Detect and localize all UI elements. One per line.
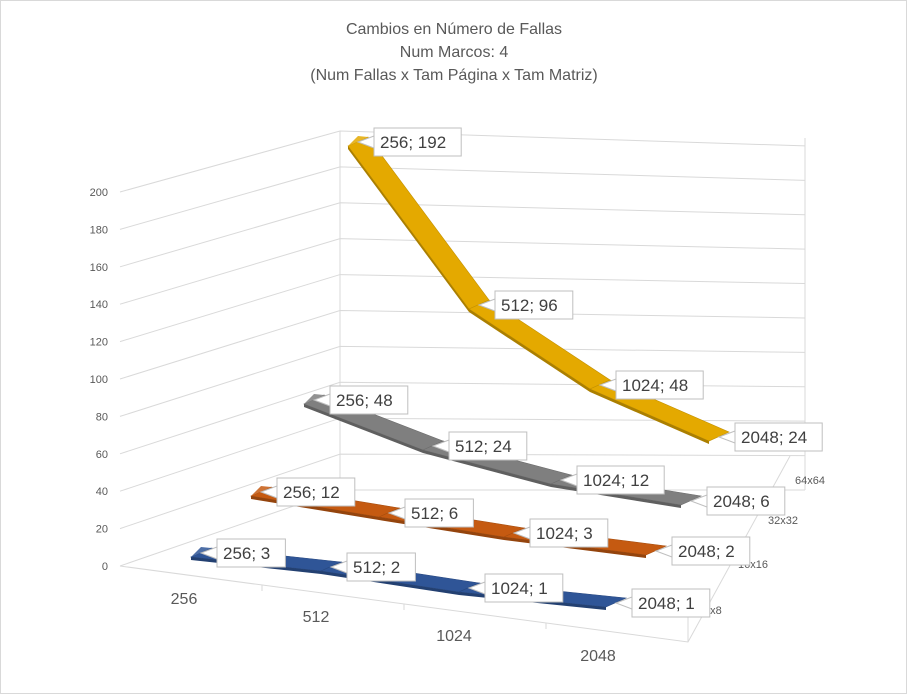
data-label-text: 1024; 3	[536, 524, 593, 543]
ribbon-cap	[348, 136, 368, 146]
x-tick-label: 2048	[580, 648, 616, 665]
gridlines	[119, 130, 806, 643]
data-label-box	[484, 573, 564, 603]
y-tick-label: 160	[90, 262, 108, 274]
ribbon-side	[304, 404, 423, 453]
y-tick-label: 0	[102, 561, 108, 573]
data-label: 2048; 1	[614, 588, 711, 618]
data-label: 512; 6	[387, 498, 474, 528]
data-label-box	[373, 127, 462, 157]
x-tick-label: 256	[171, 591, 198, 608]
chart-title: Cambios en Número de Fallas Num Marcos: …	[310, 21, 597, 84]
data-label-text: 1024; 1	[491, 579, 548, 598]
data-label: 2048; 2	[654, 536, 751, 566]
data-label: 256; 3	[199, 538, 286, 568]
data-label-box	[448, 431, 528, 461]
ribbon-side	[590, 389, 709, 444]
axes: 0 20 40 60 80 100 120 140 160 180 200 256 512 1024 204…	[90, 187, 825, 665]
chart-subtitle-line-2: (Num Fallas x Tam Página x Tam Matriz)	[310, 67, 597, 84]
data-label-box	[671, 536, 751, 566]
ribbon-side	[348, 146, 469, 312]
gridline	[119, 202, 806, 268]
data-label-text: 256; 192	[380, 133, 446, 152]
y-tick-label: 120	[90, 337, 108, 349]
data-label: 2048; 24	[717, 422, 823, 452]
data-label-text: 256; 3	[223, 544, 270, 563]
depth-tick-label: 64x64	[795, 475, 825, 487]
chart-title-line-1: Cambios en Número de Fallas	[346, 21, 562, 38]
data-labels: 256; 192 512; 96 1024; 48 2048; 24 256; 48 51…	[199, 127, 823, 618]
data-label: 512; 96	[477, 290, 574, 320]
data-label-box	[329, 385, 409, 415]
data-label: 256; 192	[356, 127, 462, 157]
data-label-box	[404, 498, 474, 528]
data-label-box	[529, 518, 609, 548]
data-label-text: 256; 12	[283, 483, 340, 502]
data-label: 1024; 48	[598, 370, 704, 400]
ribbon-cap	[191, 547, 211, 557]
data-label: 512; 24	[431, 431, 528, 461]
ribbon-cap	[251, 486, 271, 496]
ribbon-segment	[347, 136, 490, 310]
data-label: 1024; 3	[512, 518, 609, 548]
data-label-text: 512; 6	[411, 504, 458, 523]
y-tick-label: 140	[90, 299, 108, 311]
data-label-text: 512; 96	[501, 296, 558, 315]
series-ribbon-64x64	[347, 136, 730, 444]
data-label-box	[734, 422, 823, 452]
y-tick-label: 100	[90, 374, 108, 386]
gridline	[119, 309, 806, 380]
chart-subtitle-line-1: Num Marcos: 4	[400, 44, 509, 61]
x-tick-label: 1024	[436, 628, 472, 645]
ribbon-cap	[304, 394, 324, 404]
data-label: 256; 12	[259, 477, 356, 507]
data-label-text: 2048; 1	[638, 594, 695, 613]
y-tick-label: 20	[96, 524, 108, 536]
data-label-text: 512; 2	[353, 558, 400, 577]
data-label-box	[276, 477, 356, 507]
ribbon-side	[469, 309, 590, 392]
depth-tick-label: 32x32	[768, 515, 798, 527]
x-tick-label: 512	[303, 609, 330, 626]
data-label: 256; 48	[312, 385, 409, 415]
data-label: 2048; 6	[689, 486, 786, 516]
y-tick-label: 200	[90, 187, 108, 199]
gridline	[119, 130, 806, 193]
data-label: 1024; 12	[559, 465, 665, 495]
data-label-text: 1024; 12	[583, 471, 649, 490]
data-label-text: 512; 24	[455, 437, 512, 456]
data-label-box	[346, 552, 416, 582]
data-label: 1024; 1	[467, 573, 564, 603]
gridline	[119, 166, 806, 230]
data-label-text: 256; 48	[336, 391, 393, 410]
data-label-text: 2048; 6	[713, 492, 770, 511]
data-label-text: 1024; 48	[622, 376, 688, 395]
y-tick-label: 80	[96, 411, 108, 423]
data-label-box	[706, 486, 786, 516]
data-label-box	[494, 290, 574, 320]
y-tick-label: 60	[96, 449, 108, 461]
data-label-box	[576, 465, 665, 495]
data-label: 512; 2	[329, 552, 416, 582]
y-tick-label: 180	[90, 224, 108, 236]
data-label-box	[631, 588, 711, 618]
y-tick-label: 40	[96, 486, 108, 498]
data-label-box	[216, 538, 286, 568]
data-label-text: 2048; 2	[678, 542, 735, 561]
data-label-box	[615, 370, 704, 400]
data-label-text: 2048; 24	[741, 428, 807, 447]
